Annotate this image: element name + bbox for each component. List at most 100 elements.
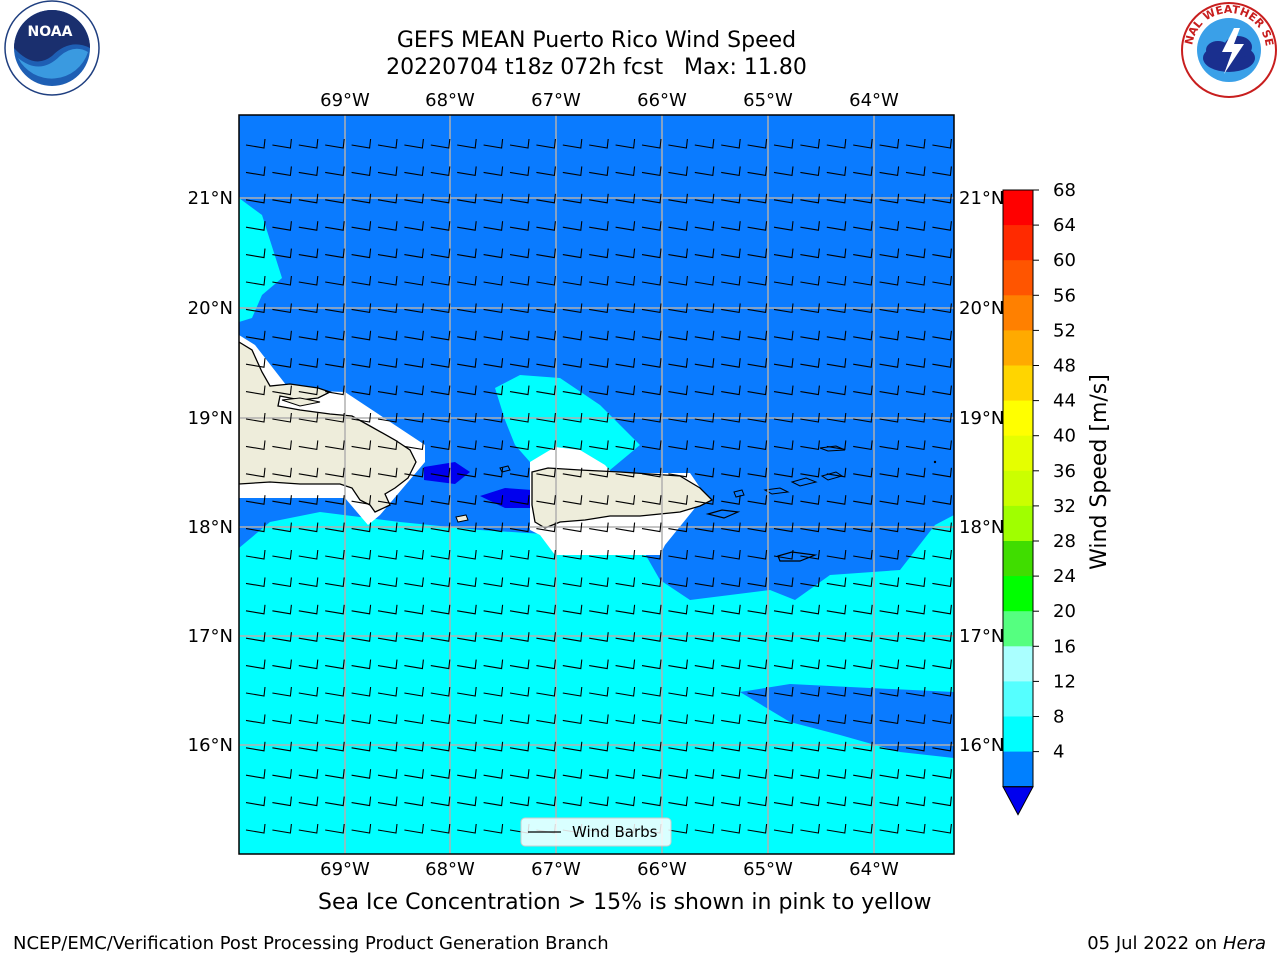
wind-barb <box>879 138 900 149</box>
wind-barb <box>905 330 926 341</box>
wind-barb <box>457 221 477 231</box>
wind-barb <box>905 823 926 834</box>
wind-barb <box>694 632 715 642</box>
wind-barb <box>430 412 451 423</box>
wind-barb <box>457 440 477 451</box>
colorbar-tick-label: 32 <box>1053 496 1076 517</box>
wind-barb <box>457 166 477 177</box>
wind-barb <box>668 193 688 204</box>
wind-barb <box>615 330 636 341</box>
wind-barb <box>430 549 451 560</box>
wind-barb <box>562 769 583 779</box>
latitude-labels-left: 21°N 20°N 19°N 18°N 17°N 16°N <box>188 188 233 756</box>
wind-barb <box>351 604 372 615</box>
wind-barb <box>932 330 952 341</box>
wind-barb <box>853 686 873 697</box>
wind-barb <box>721 659 741 670</box>
svg-text:16°N: 16°N <box>188 735 233 756</box>
wind-barb <box>272 823 292 834</box>
wind-barb <box>589 549 609 560</box>
wind-barb <box>773 714 794 725</box>
wind-barb <box>773 769 794 779</box>
wind-barb <box>509 741 530 752</box>
wind-barb <box>879 577 900 588</box>
wind-barb <box>773 248 794 259</box>
wind-barb <box>536 358 556 368</box>
wind-barb <box>536 522 556 533</box>
wind-barb <box>483 686 504 697</box>
colorbar-segment <box>1003 505 1033 542</box>
wind-barb <box>562 221 583 231</box>
wind-barb <box>905 686 926 697</box>
wind-barb <box>826 358 847 368</box>
wind-barb <box>800 577 820 588</box>
wind-barb <box>351 769 372 779</box>
colorbar-segment <box>1003 470 1033 507</box>
wind-barb <box>641 193 662 204</box>
wind-barb <box>245 549 266 560</box>
wind-barb <box>404 632 424 642</box>
wind-barb <box>800 522 820 533</box>
wind-barb <box>932 221 952 231</box>
wind-barb <box>826 714 847 725</box>
wind-barb <box>404 823 424 834</box>
wind-barb <box>905 604 926 615</box>
wind-barb <box>483 632 504 642</box>
wind-barb <box>932 303 952 314</box>
wind-barb <box>773 823 794 834</box>
wind-barb <box>932 358 952 368</box>
wind-barb <box>351 221 372 231</box>
wind-barb <box>589 769 609 779</box>
wind-barb <box>721 741 741 752</box>
wind-barb <box>641 769 662 779</box>
wind-barb <box>694 796 715 807</box>
wind-barb <box>747 467 768 478</box>
wind-barb <box>853 440 873 451</box>
wind-barb <box>905 467 926 478</box>
wind-barb <box>668 166 688 177</box>
wind-barb <box>404 193 424 204</box>
wind-barb <box>245 440 266 451</box>
wind-barb <box>905 495 926 505</box>
wind-barb <box>430 769 451 779</box>
wind-barb <box>641 440 662 451</box>
wind-barb <box>536 686 556 697</box>
colorbar-tick-label: 36 <box>1053 461 1076 482</box>
wind-barb <box>325 577 345 588</box>
wind-barb <box>905 385 926 396</box>
wind-barb <box>272 714 292 725</box>
wind-barb <box>509 221 530 231</box>
wind-barb <box>536 275 556 286</box>
wind-barb <box>536 385 556 396</box>
wind-barb <box>879 467 900 478</box>
wind-barb <box>747 248 768 259</box>
wind-barb <box>509 412 530 423</box>
wind-barb <box>694 714 715 725</box>
wind-barb <box>298 138 319 149</box>
wind-barb <box>668 495 688 505</box>
wind-barb <box>430 577 451 588</box>
wind-barb <box>826 440 847 451</box>
wind-barb <box>325 193 345 204</box>
wind-barb <box>694 166 715 177</box>
wind-barb <box>272 248 292 259</box>
wind-barb <box>615 303 636 314</box>
wind-barb <box>800 632 820 642</box>
wind-barb <box>747 495 768 505</box>
wind-barb <box>826 495 847 505</box>
wind-barb <box>483 138 504 149</box>
wind-barb <box>853 659 873 670</box>
wind-barb <box>457 358 477 368</box>
wind-barb <box>483 221 504 231</box>
colorbar-tick-label: 60 <box>1053 250 1076 271</box>
colorbar-segment <box>1003 190 1033 226</box>
wind-barb <box>404 138 424 149</box>
wind-barb <box>905 714 926 725</box>
wind-barb <box>430 248 451 259</box>
map-area <box>239 115 954 854</box>
colorbar-tick-label: 8 <box>1053 707 1064 728</box>
wind-barb <box>245 412 266 423</box>
colorbar <box>1002 189 1039 816</box>
wind-barb <box>325 522 345 533</box>
